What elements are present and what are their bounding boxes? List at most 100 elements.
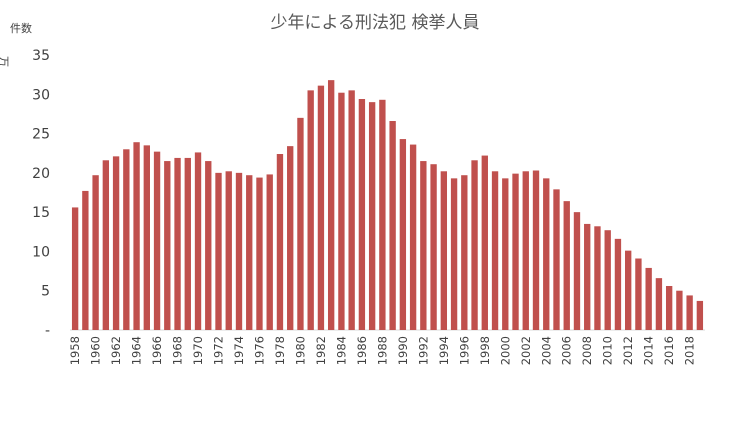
y-tick-label: - bbox=[45, 323, 50, 339]
x-tick-label: 1992 bbox=[416, 336, 430, 365]
x-tick-label: 2000 bbox=[498, 336, 512, 365]
bar-1990 bbox=[399, 139, 407, 330]
bar-1960 bbox=[92, 175, 99, 330]
x-tick-label: 2008 bbox=[580, 336, 594, 365]
bar-1996 bbox=[461, 175, 468, 330]
bar-1959 bbox=[82, 190, 89, 330]
y-tick-label: 30 bbox=[32, 87, 50, 103]
x-tick-label: 2018 bbox=[683, 336, 697, 365]
x-tick-label: 2010 bbox=[601, 336, 615, 365]
bar-1989 bbox=[389, 121, 396, 330]
bar-1979 bbox=[287, 146, 294, 330]
y-tick-label: 35 bbox=[32, 48, 50, 64]
bar-1977 bbox=[266, 174, 273, 330]
bar-1975 bbox=[246, 175, 253, 330]
bar-2012 bbox=[625, 250, 632, 330]
x-tick-label: 1984 bbox=[334, 336, 348, 365]
bar-2006 bbox=[563, 201, 570, 330]
bar-1997 bbox=[471, 160, 478, 330]
y-axis-unit-label: 件数 bbox=[10, 22, 32, 35]
x-tick-label: 1962 bbox=[109, 336, 123, 365]
bar-2007 bbox=[573, 212, 581, 330]
bar-2010 bbox=[604, 230, 611, 330]
bar-1981 bbox=[307, 90, 314, 330]
bar-1983 bbox=[327, 80, 335, 330]
bar-1982 bbox=[317, 85, 325, 330]
bar-2015 bbox=[655, 278, 663, 330]
x-tick-label: 1960 bbox=[89, 336, 103, 365]
bar-1963 bbox=[123, 149, 130, 330]
x-tick-label: 1968 bbox=[171, 336, 185, 365]
bar-1976 bbox=[256, 177, 263, 330]
bar-1974 bbox=[235, 172, 243, 330]
bar-1972 bbox=[215, 172, 222, 330]
x-tick-label: 1980 bbox=[293, 336, 307, 365]
bar-2000 bbox=[502, 178, 509, 330]
x-tick-label: 1982 bbox=[314, 336, 328, 365]
bar-1988 bbox=[379, 99, 386, 330]
bar-1964 bbox=[133, 142, 140, 330]
bar-1973 bbox=[225, 171, 232, 330]
x-tick-label: 1978 bbox=[273, 336, 287, 365]
x-tick-label: 1986 bbox=[355, 336, 369, 365]
bar-2016 bbox=[665, 286, 673, 330]
bar-2008 bbox=[584, 223, 591, 330]
x-tick-label: 2016 bbox=[662, 336, 676, 365]
bar-1968 bbox=[174, 157, 181, 330]
bar-1966 bbox=[153, 151, 161, 330]
bar-1970 bbox=[194, 152, 202, 330]
chart-title: 少年による刑法犯 検挙人員 bbox=[270, 13, 480, 33]
bar-1971 bbox=[205, 161, 212, 330]
bar-1984 bbox=[338, 92, 345, 331]
bar-1965 bbox=[143, 145, 150, 330]
bar-2018 bbox=[686, 295, 693, 330]
bar-1999 bbox=[491, 171, 499, 330]
bar-1969 bbox=[184, 157, 191, 330]
bar-2017 bbox=[676, 290, 683, 330]
bar-1998 bbox=[481, 155, 488, 330]
bar-1980 bbox=[297, 117, 304, 330]
bar-1962 bbox=[112, 156, 120, 330]
y-tick-label: 10 bbox=[32, 244, 50, 260]
bar-1986 bbox=[358, 99, 366, 330]
x-tick-label: 2014 bbox=[642, 336, 656, 365]
x-tick-label: 1976 bbox=[252, 336, 266, 365]
x-tick-label: 1974 bbox=[232, 336, 246, 365]
x-tick-label: 1964 bbox=[130, 336, 144, 365]
bar-2019 bbox=[696, 300, 704, 330]
x-tick-label: 1970 bbox=[191, 336, 205, 365]
x-tick-label: 1988 bbox=[375, 336, 389, 365]
x-tick-label: 1996 bbox=[457, 336, 471, 365]
x-tick-label: 1998 bbox=[478, 336, 492, 365]
bar-1961 bbox=[102, 160, 110, 330]
x-tick-label: 1990 bbox=[396, 336, 410, 365]
bar-1987 bbox=[368, 102, 376, 330]
bar-1958 bbox=[71, 207, 79, 330]
y-tick-label: 15 bbox=[32, 205, 50, 221]
x-tick-label: 2002 bbox=[519, 336, 533, 365]
x-tick-label: 2012 bbox=[621, 336, 635, 365]
bar-2014 bbox=[645, 267, 652, 330]
x-tick-label: 2004 bbox=[539, 336, 553, 365]
bar-1967 bbox=[164, 161, 171, 330]
bar-1978 bbox=[276, 154, 284, 330]
x-tick-label: 1958 bbox=[68, 336, 82, 365]
x-tick-label: 1966 bbox=[150, 336, 164, 365]
bar-1991 bbox=[409, 144, 417, 330]
bar-2011 bbox=[614, 238, 622, 330]
bar-2009 bbox=[594, 226, 601, 330]
bar-1993 bbox=[430, 164, 437, 330]
bar-2001 bbox=[512, 173, 519, 330]
bar-2005 bbox=[553, 189, 560, 330]
bar-2013 bbox=[635, 258, 642, 330]
x-tick-label: 1972 bbox=[212, 336, 226, 365]
bar-2004 bbox=[543, 178, 550, 330]
x-tick-label: 2006 bbox=[560, 336, 574, 365]
bar-1994 bbox=[440, 171, 448, 330]
y-tick-label: 20 bbox=[32, 166, 50, 182]
y-tick-label: 25 bbox=[32, 127, 50, 143]
bar-2002 bbox=[522, 171, 529, 330]
bar-2003 bbox=[532, 170, 540, 330]
